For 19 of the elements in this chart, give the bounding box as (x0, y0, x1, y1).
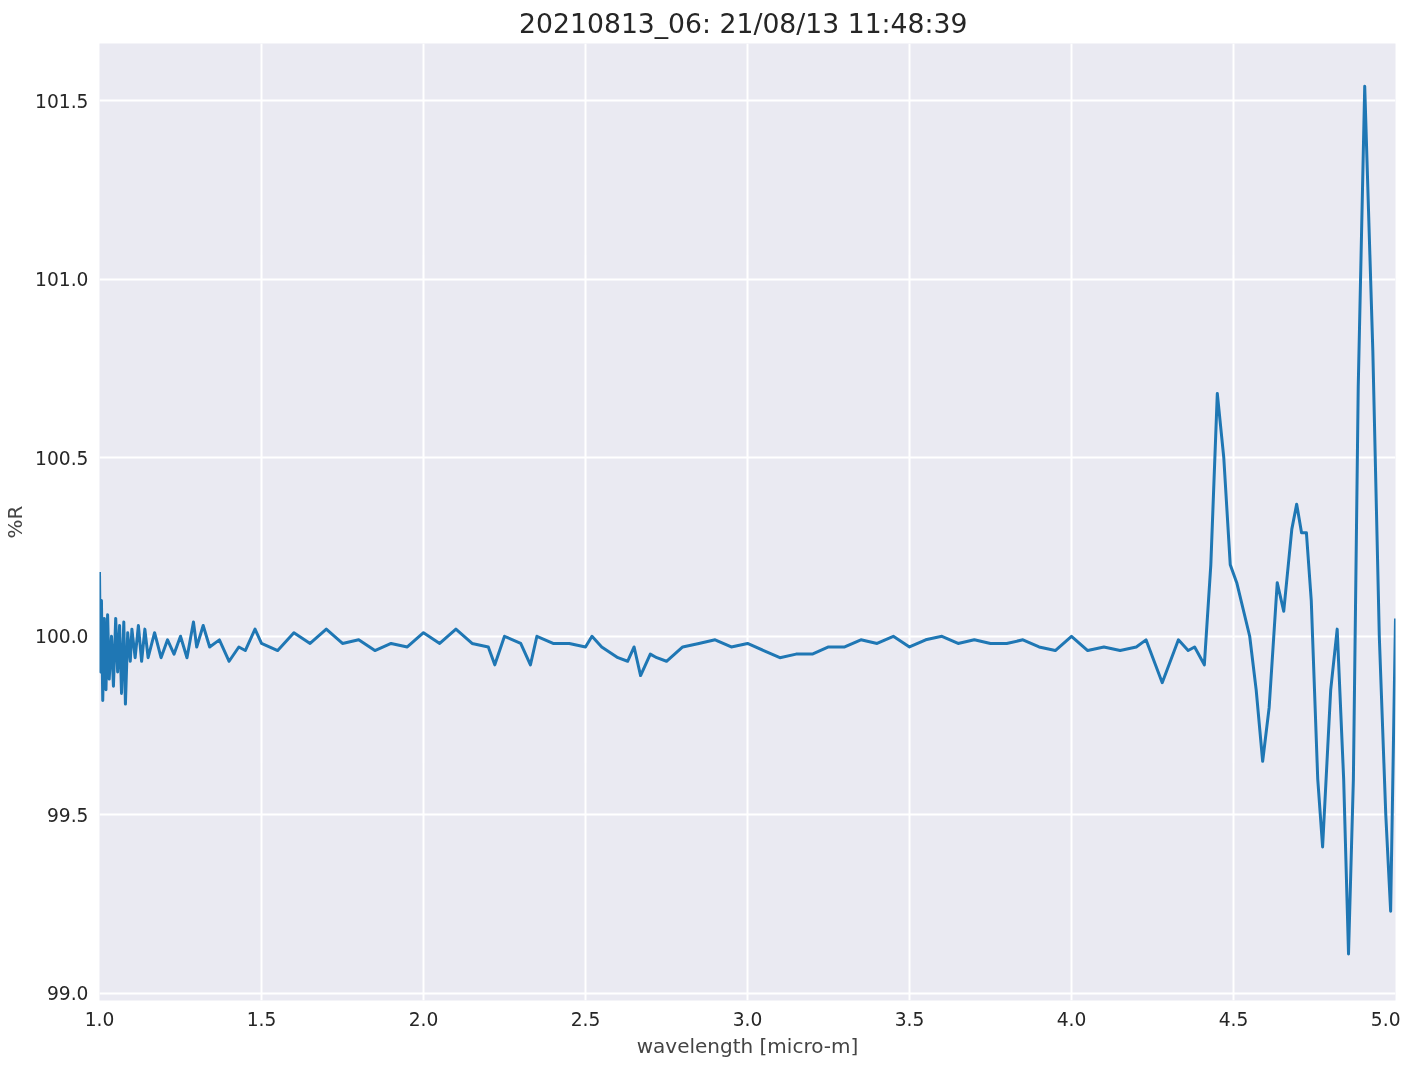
y-tick-label: 100.5 (35, 447, 89, 469)
y-tick-label: 101.0 (35, 269, 89, 291)
x-tick-label: 4.0 (1056, 1008, 1087, 1030)
x-tick-label: 2.5 (570, 1008, 601, 1030)
x-axis-title: wavelength [micro-m] (636, 1033, 859, 1058)
chart-title: 20210813_06: 21/08/13 11:48:39 (519, 7, 968, 39)
y-tick-label: 99.5 (46, 804, 89, 826)
line-series (99, 84, 1396, 956)
x-tick-label: 2.0 (408, 1008, 439, 1030)
x-tick-label: 4.5 (1218, 1008, 1249, 1030)
x-tick-label: 3.0 (732, 1008, 763, 1030)
y-tick-label: 99.0 (46, 983, 89, 1005)
y-axis-title: %R (3, 505, 28, 539)
y-tick-label: 101.5 (35, 90, 89, 112)
x-tick-label: 1.0 (84, 1008, 115, 1030)
x-tick-label: 5.0 (1370, 1008, 1401, 1030)
y-tick-label: 100.0 (35, 626, 89, 648)
x-tick-label: 3.5 (894, 1008, 925, 1030)
x-tick-label: 1.5 (246, 1008, 277, 1030)
